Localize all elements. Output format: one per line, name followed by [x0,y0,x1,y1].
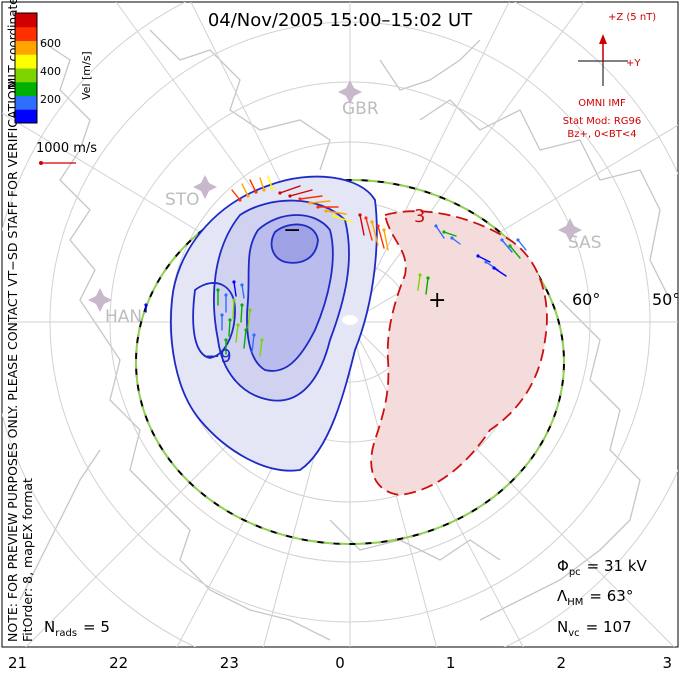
potential-minimum-marker: − [283,218,301,243]
latitude-label-50: 50° [652,290,680,309]
mlt-tick-label: 1 [446,654,456,672]
velocity-vectors [144,175,527,357]
n-rads-stat: Nrads = 5 [44,618,110,639]
station-label-han: HAN [105,307,142,327]
scale-vector-label: 1000 m/s [36,141,97,156]
lambda-hm-stat: ΛHM = 63° [557,587,633,608]
negative-potential-cell [170,175,378,472]
colorbar-tick-200: 200 [40,93,61,106]
latitude-label-60: 60° [572,290,600,309]
station-label-sas: SAS [568,233,602,253]
imf-condition-label: Bz+, 0<BT<4 [567,129,636,140]
velocity-colorbar [14,12,38,124]
colorbar-tick-600: 600 [40,37,61,50]
imf-z-label: +Z (5 nT) [608,12,656,23]
colorbar-tick-400: 400 [40,65,61,78]
coastlines [19,29,671,641]
mlt-tick-label: 22 [109,654,128,672]
mlt-tick-label: 23 [220,654,239,672]
colorbar-segment [15,81,37,96]
mlt-axis: 21 22 23 0 1 2 3 [8,654,672,672]
station-label-gbr: GBR [342,99,379,119]
stat-model-label: Stat Mod: RG96 [563,116,642,127]
mlt-tick-label: 0 [335,654,345,672]
colorbar-segment [15,95,37,110]
pole-gap [342,315,358,325]
colorbar-label: Vel [m/s] [80,51,93,100]
station-label-sto: STO [165,190,200,210]
mlt-tick-label: 2 [557,654,567,672]
scale-vector-origin [39,161,43,165]
station-markers [88,80,582,312]
plot-title: 04/Nov/2005 15:00–15:02 UT [208,10,473,31]
positive-contour-label: 3 [414,206,425,227]
colorbar-segment [15,68,37,83]
preview-note: NOTE: FOR PREVIEW PURPOSES ONLY. PLEASE … [5,77,20,642]
heppner-maynard-boundary [135,179,565,545]
colorbar-segment [15,26,37,41]
negative-contour-label: −9 [205,346,232,367]
colorbar-outline [14,12,38,124]
imf-y-label: +Y [626,58,641,69]
colorbar-segment [15,40,37,55]
imf-dial [578,34,628,86]
mlt-tick-label: 21 [8,654,27,672]
phi-pc-stat: Φpc = 31 kV [557,557,648,578]
colorbar-segment [15,13,37,28]
n-vc-stat: Nvc = 107 [557,618,632,639]
imf-source-label: OMNI IMF [578,98,626,109]
fit-order-note: FitOrder: 8, mapEX format [20,478,35,642]
mlt-tick-label: 3 [662,654,672,672]
colorbar-segment [15,109,37,124]
potential-maximum-marker: + [428,288,446,313]
plot-frame [1,1,679,648]
positive-potential-cell [370,210,548,496]
colorbar-segment [15,54,37,69]
